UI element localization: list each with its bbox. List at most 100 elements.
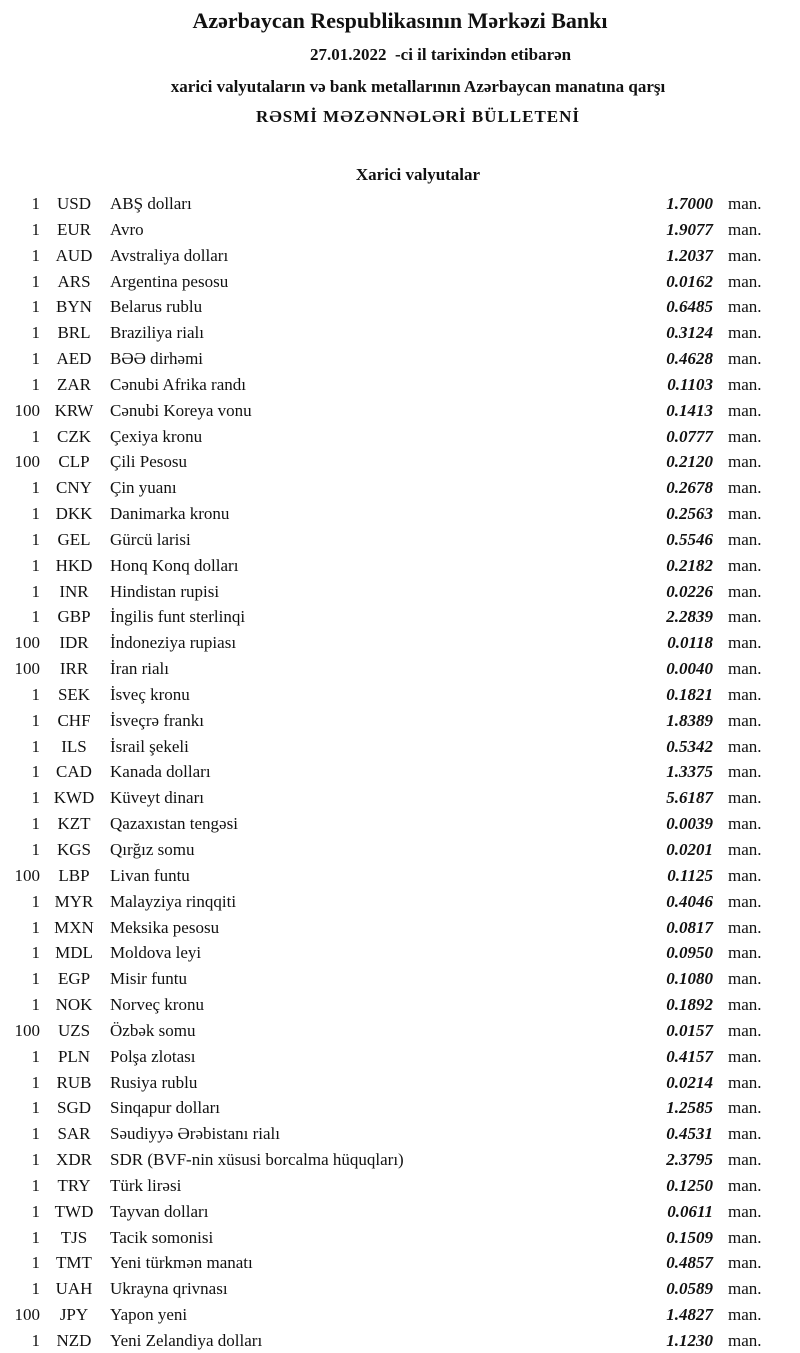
currency-name: Türk lirəsi <box>110 1175 182 1195</box>
currency-name: Sinqapur dolları <box>110 1098 221 1118</box>
currency-name: Misir funtu <box>110 969 187 989</box>
unit: man. <box>728 762 762 782</box>
unit: man. <box>728 271 762 291</box>
amount: 1 <box>31 684 41 704</box>
amount: 1 <box>31 814 41 834</box>
unit: man. <box>728 659 762 679</box>
currency-name: Özbək somu <box>110 1020 196 1040</box>
amount: 1 <box>31 1330 41 1350</box>
unit: man. <box>728 400 762 420</box>
currency-name: Küveyt dinarı <box>110 788 204 808</box>
amount: 1 <box>31 426 41 446</box>
amount: 1 <box>31 788 41 808</box>
currency-code: XDR <box>56 1150 92 1170</box>
amount: 1 <box>31 762 41 782</box>
currency-code: MYR <box>54 891 94 911</box>
currency-name: Çexiya kronu <box>110 426 203 446</box>
rate: 2.2839 <box>666 607 713 627</box>
currency-code: GEL <box>57 529 91 549</box>
rate: 0.0201 <box>666 840 713 859</box>
currency-name: Hindistan rupisi <box>110 581 220 601</box>
currency-code: RUB <box>56 1072 92 1092</box>
currency-code: SEK <box>57 684 91 704</box>
currency-code: TMT <box>56 1253 92 1273</box>
rate: 1.8389 <box>666 710 713 730</box>
unit: man. <box>728 1253 762 1273</box>
currency-code: KWD <box>53 788 95 808</box>
unit: man. <box>728 917 762 937</box>
currency-name: Polşa zlotası <box>110 1046 196 1066</box>
currency-name: Qırğız somu <box>110 840 195 859</box>
currency-code: INR <box>59 581 89 601</box>
rate: 1.2585 <box>666 1098 713 1118</box>
amount: 1 <box>31 1227 41 1247</box>
currency-name: Belarus rublu <box>110 297 203 317</box>
unit: man. <box>728 969 762 989</box>
unit: man. <box>728 788 762 808</box>
amount: 1 <box>31 1279 41 1299</box>
unit: man. <box>728 1072 762 1092</box>
unit: man. <box>728 245 762 265</box>
rate: 0.0162 <box>666 271 713 291</box>
currency-name: İsveç kronu <box>110 684 190 704</box>
currency-name: Çin yuanı <box>110 478 177 498</box>
subtitle: xarici valyutaların və bank metallarının… <box>170 77 666 96</box>
currency-code: JPY <box>59 1305 89 1325</box>
currency-name: Kanada dolları <box>110 762 211 782</box>
rate: 1.4827 <box>666 1305 713 1325</box>
currency-name: BƏƏ dirhəmi <box>110 349 204 369</box>
unit: man. <box>728 426 762 446</box>
currency-code: LBP <box>58 865 90 885</box>
rate: 0.0817 <box>666 917 713 937</box>
amount: 1 <box>31 581 41 601</box>
amount: 1 <box>31 374 41 394</box>
unit: man. <box>728 995 762 1015</box>
currency-code: ARS <box>57 271 91 291</box>
rate: 0.5342 <box>666 736 713 756</box>
currency-code: GBP <box>57 607 91 627</box>
currency-name: Moldova leyi <box>110 943 202 963</box>
rate: 0.1103 <box>667 374 713 394</box>
currency-name: Səudiyyə Ərəbistanı rialı <box>110 1124 280 1144</box>
amount: 1 <box>31 1150 41 1170</box>
amount: 1 <box>31 1201 41 1221</box>
rate: 0.0157 <box>666 1020 713 1040</box>
rate: 1.9077 <box>666 219 713 239</box>
currency-code: UZS <box>57 1020 91 1040</box>
currency-name: Norveç kronu <box>110 995 204 1015</box>
unit: man. <box>728 840 762 859</box>
currency-name: ABŞ dolları <box>110 194 192 213</box>
rate: 0.3124 <box>666 323 713 343</box>
amount: 100 <box>14 1305 41 1325</box>
currency-code: AED <box>56 349 92 369</box>
unit: man. <box>728 736 762 756</box>
currency-code: PLN <box>57 1046 91 1066</box>
unit: man. <box>728 219 762 239</box>
currency-name: Yeni Zelandiya dolları <box>110 1330 263 1350</box>
currency-code: BYN <box>56 297 92 317</box>
amount: 1 <box>31 529 41 549</box>
rate: 0.1250 <box>666 1175 713 1195</box>
currency-name: Livan funtu <box>110 865 190 885</box>
currency-name: Cənubi Koreya vonu <box>110 400 252 420</box>
rate: 0.0950 <box>666 943 713 963</box>
rate: 0.0589 <box>666 1279 713 1299</box>
amount: 1 <box>31 555 41 575</box>
amount: 1 <box>31 1124 41 1144</box>
currency-name: Meksika pesosu <box>110 917 220 937</box>
currency-code: HKD <box>55 555 93 575</box>
currency-code: UAH <box>55 1279 93 1299</box>
unit: man. <box>728 1046 762 1066</box>
currency-name: Avstraliya dolları <box>110 245 229 265</box>
currency-code: MDL <box>55 943 93 963</box>
unit: man. <box>728 194 762 213</box>
currency-code: ZAR <box>57 374 91 394</box>
amount: 1 <box>31 1253 41 1273</box>
rate: 0.6485 <box>666 297 713 317</box>
currency-code: DKK <box>55 504 93 524</box>
rate: 0.0777 <box>666 426 713 446</box>
currency-name: Rusiya rublu <box>110 1072 198 1092</box>
unit: man. <box>728 1305 762 1325</box>
currency-code: NOK <box>55 995 93 1015</box>
